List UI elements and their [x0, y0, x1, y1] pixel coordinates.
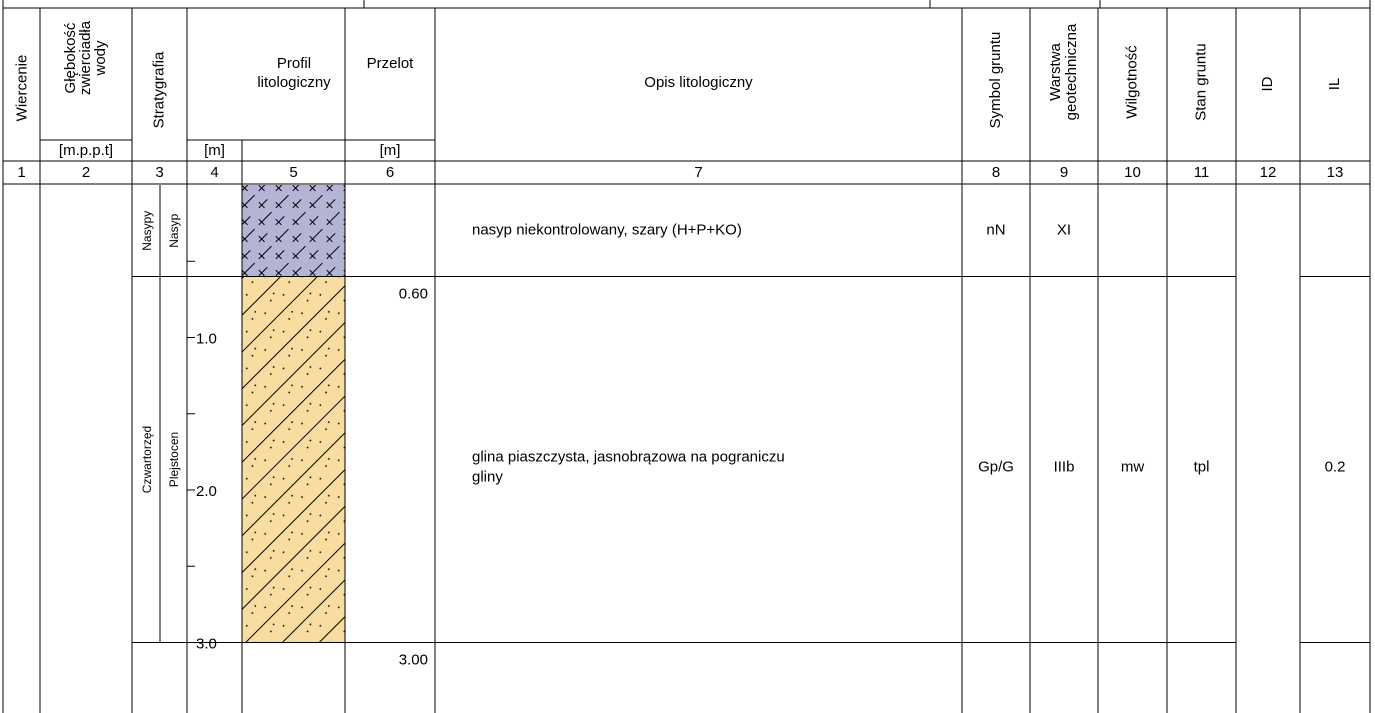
- description: gliny: [472, 468, 503, 485]
- moisture: mw: [1121, 458, 1144, 475]
- column-number: 4: [210, 164, 218, 181]
- depth-label: 2.0: [196, 483, 217, 500]
- depth-label: 3.0: [196, 635, 217, 652]
- column-number: 3: [155, 164, 163, 181]
- column-number: 1: [17, 164, 25, 181]
- layer: IIIb: [1054, 458, 1075, 475]
- depth-label: 1.0: [196, 330, 217, 347]
- il: 0.2: [1325, 458, 1346, 475]
- header-label: Stratygrafia: [150, 51, 167, 128]
- column-number: 5: [289, 164, 297, 181]
- column-number: 2: [82, 164, 90, 181]
- header-label: Warstwa: [1047, 42, 1064, 100]
- column-number: 6: [386, 164, 394, 181]
- header-label: ID: [1259, 76, 1276, 91]
- header-label: geotechniczna: [1063, 23, 1080, 120]
- header-label: Stan gruntu: [1192, 43, 1209, 121]
- column-number: 13: [1327, 164, 1344, 181]
- column-number: 11: [1194, 164, 1210, 181]
- header-unit: [m]: [204, 142, 225, 159]
- header-unit: [m]: [380, 142, 401, 159]
- depth-top: 0.60: [399, 285, 428, 302]
- stratigraphy: Nasyp: [167, 213, 181, 247]
- column-number: 8: [992, 164, 1000, 181]
- header-label: Opis litologiczny: [644, 74, 753, 91]
- header-label: zwierciadła: [77, 20, 94, 95]
- stratigraphy: Plejstocen: [167, 432, 181, 487]
- depth-bottom: 3.00: [399, 651, 428, 668]
- header-label: Symbol gruntu: [987, 32, 1004, 129]
- header-unit: [m.p.p.t]: [59, 142, 113, 159]
- header-label: Głębokość: [62, 22, 79, 93]
- description: glina piaszczysta, jasnobrązowa na pogra…: [472, 448, 785, 465]
- header-label: litologiczny: [257, 74, 331, 91]
- header-label: Wiercenie: [13, 55, 30, 122]
- column-number: 12: [1260, 164, 1277, 181]
- header-label: Przelot: [367, 55, 415, 72]
- header-label: IL: [1326, 78, 1343, 91]
- header-label: Profil: [277, 55, 311, 72]
- stratigraphy: Czwartorzęd: [140, 426, 154, 493]
- stratigraphy: Nasypy: [140, 211, 154, 251]
- symbol: Gp/G: [978, 458, 1014, 475]
- column-number: 7: [694, 164, 702, 181]
- column-number: 9: [1060, 164, 1068, 181]
- description: nasyp niekontrolowany, szary (H+P+KO): [472, 222, 742, 239]
- column-number: 10: [1124, 164, 1141, 181]
- state: tpl: [1194, 458, 1210, 475]
- lithology-fill: [242, 185, 345, 277]
- header-label: Wilgotność: [1123, 45, 1140, 119]
- header-label: wody: [92, 40, 109, 77]
- symbol: nN: [986, 222, 1005, 239]
- lithology-fill: [242, 276, 345, 643]
- layer: XI: [1057, 222, 1071, 239]
